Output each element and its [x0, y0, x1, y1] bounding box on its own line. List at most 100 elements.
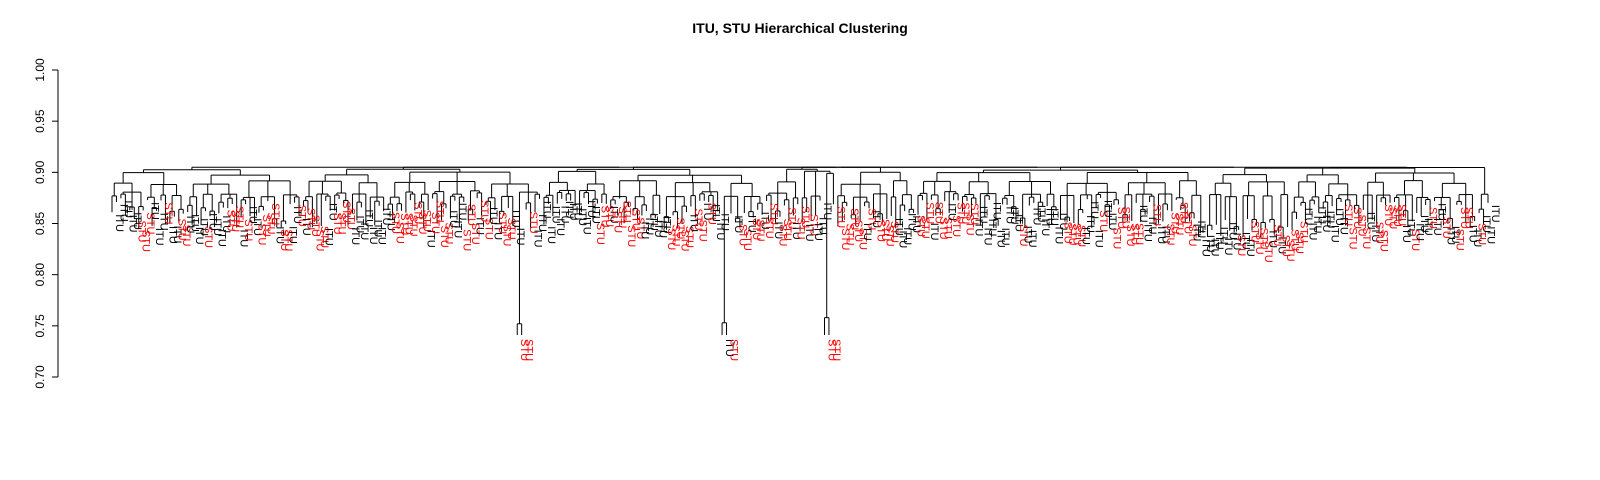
leaf-label: ITU: [870, 210, 882, 228]
leaf-label: ITU: [189, 214, 201, 232]
leaf-label: ITU: [1240, 232, 1252, 250]
leaf-label: STU: [1289, 229, 1301, 251]
leaf-label: STU: [696, 220, 708, 242]
leaf-label: ITU: [1204, 235, 1216, 253]
y-tick-label: 0.95: [33, 109, 47, 133]
leaf-label: ITU: [1159, 226, 1171, 244]
leaf-label: STU: [500, 224, 512, 246]
leaf-label: STU: [260, 215, 272, 237]
leaf-label: ITU: [131, 212, 143, 230]
leaf-label: ITU: [563, 201, 575, 219]
leaf-label: STU: [282, 229, 294, 251]
leaf-label: STU: [598, 206, 610, 228]
leaf-label: ITU: [1044, 208, 1056, 226]
leaf-label: ITU: [1106, 213, 1118, 231]
leaf-label: ITU: [487, 207, 499, 225]
leaf-label: ITU: [1200, 239, 1212, 257]
leaf-label: ITU: [1320, 215, 1332, 233]
leaf-label: STU: [705, 203, 717, 225]
leaf-label: ITU: [291, 206, 303, 224]
leaf-label: STU: [1373, 222, 1385, 244]
leaf-label: STU: [331, 213, 343, 235]
leaf-label: STU: [175, 219, 187, 241]
leaf-label: STU: [345, 208, 357, 230]
leaf-label: ITU: [1142, 224, 1154, 242]
leaf-label: ITU: [1079, 227, 1091, 245]
leaf-label: STU: [959, 202, 971, 224]
leaf-label: ITU: [251, 218, 263, 236]
leaf-label: ITU: [1021, 226, 1033, 244]
leaf-label: STU: [407, 215, 419, 237]
leaf-label: ITU: [1084, 215, 1096, 233]
leaf-label: ITU: [171, 226, 183, 244]
leaf-label: STU: [1355, 214, 1367, 236]
leaf-label: STU: [278, 229, 290, 251]
leaf-label: ITU: [977, 206, 989, 224]
leaf-label: ITU: [492, 222, 504, 240]
leaf-label: ITU: [986, 219, 998, 237]
leaf-label: ITU: [1418, 215, 1430, 233]
leaf-label: ITU: [1195, 220, 1207, 238]
leaf-label: STU: [692, 209, 704, 231]
leaf-label: STU: [180, 224, 192, 246]
leaf-label: ITU: [1013, 214, 1025, 232]
leaf-label: ITU: [647, 213, 659, 231]
leaf-label: STU: [496, 212, 508, 234]
leaf-label: STU: [1476, 223, 1488, 245]
leaf-label: ITU: [1035, 205, 1047, 223]
leaf-label: STU: [1458, 207, 1470, 229]
leaf-label: STU: [416, 212, 428, 234]
leaf-label: STU: [763, 217, 775, 239]
leaf-label: ITU: [447, 210, 459, 228]
leaf-label: ITU: [451, 221, 463, 239]
leaf-label: STU: [839, 228, 851, 250]
leaf-label: STU: [777, 224, 789, 246]
leaf-label: ITU: [532, 230, 544, 248]
leaf-label: STU: [1235, 234, 1247, 256]
leaf-label: ITU: [287, 226, 299, 244]
leaf-label: STU: [1070, 223, 1082, 245]
leaf-label: ITU: [1329, 225, 1341, 243]
leaf-label: ITU: [589, 206, 601, 224]
leaf-label: ITU: [999, 228, 1011, 246]
leaf-label: STU: [594, 223, 606, 245]
leaf-label: STU: [919, 217, 931, 239]
leaf-label: STU: [438, 226, 450, 248]
leaf-label: STU: [1462, 207, 1474, 229]
leaf-label: ITU: [1436, 203, 1448, 221]
leaf-label: STU: [394, 222, 406, 244]
leaf-label: STU: [1378, 230, 1390, 252]
leaf-label: STU: [1115, 207, 1127, 229]
leaf-label: STU: [621, 201, 633, 223]
y-tick-label: 0.85: [33, 211, 47, 235]
leaf-label: ITU: [714, 223, 726, 241]
leaf-label: ITU: [1030, 208, 1042, 226]
y-tick-label: 0.80: [33, 263, 47, 287]
leaf-label: STU: [162, 202, 174, 224]
leaf-label: ITU: [990, 202, 1002, 220]
leaf-label: ITU: [803, 224, 815, 242]
leaf-label: STU: [625, 225, 637, 247]
leaf-label: STU: [420, 210, 432, 232]
leaf-label: STU: [1110, 227, 1122, 249]
leaf-label: STU: [1351, 207, 1363, 229]
leaf-label: ITU: [585, 200, 597, 218]
leaf-label: ITU: [1311, 216, 1323, 234]
leaf-label: STU: [794, 218, 806, 240]
leaf-label: STU: [318, 226, 330, 248]
leaf-label: ITU: [220, 215, 232, 233]
leaf-label: ITU: [1155, 226, 1167, 244]
leaf-label: STU: [1298, 221, 1310, 243]
leaf-label: STU: [309, 215, 321, 237]
leaf-label: ITU: [376, 227, 388, 245]
leaf-label: STU: [1387, 207, 1399, 229]
leaf-label: ITU: [1369, 225, 1381, 243]
leaf-label: ITU: [425, 230, 437, 248]
leaf-label: STU: [630, 209, 642, 231]
leaf-label: ITU: [1146, 217, 1158, 235]
leaf-label: ITU: [1137, 205, 1149, 223]
leaf-label: ITU: [474, 217, 486, 235]
leaf-label: ITU: [1422, 218, 1434, 236]
leaf-label: ITU: [745, 215, 757, 233]
leaf-label: ITU: [184, 216, 196, 234]
